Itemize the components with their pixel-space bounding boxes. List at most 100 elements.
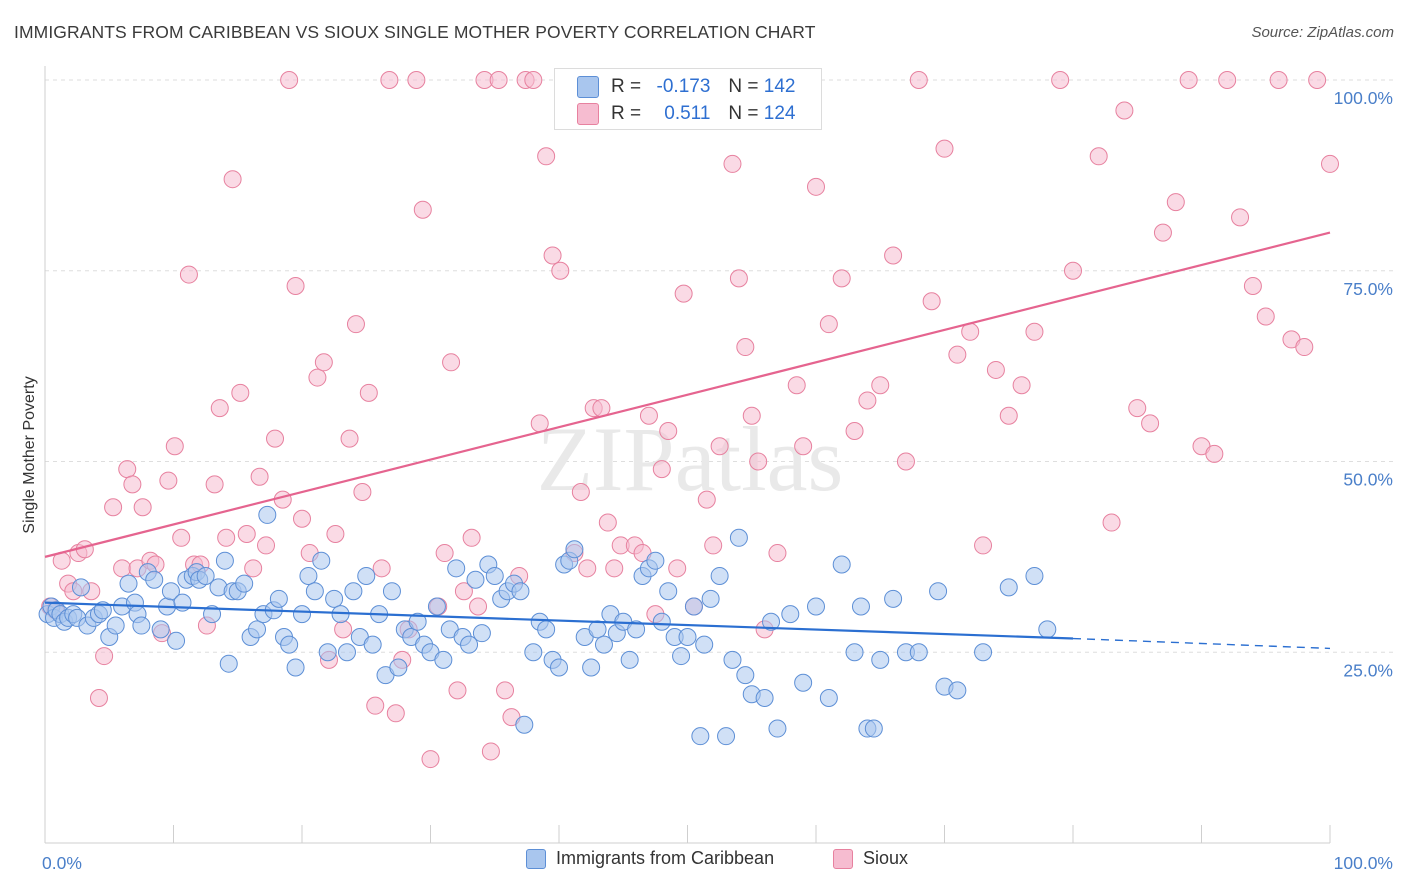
data-point-caribbean <box>884 589 903 608</box>
data-point-caribbean <box>389 658 408 677</box>
data-point-sioux <box>1141 414 1160 433</box>
legend-item-caribbean[interactable]: Immigrants from Caribbean <box>526 848 774 869</box>
data-point-sioux <box>659 421 678 440</box>
stats-row-sioux: R = 0.511 N = 124 <box>577 101 795 127</box>
data-point-sioux <box>359 383 378 402</box>
data-point-sioux <box>280 71 299 89</box>
data-point-sioux <box>1115 101 1134 120</box>
data-point-sioux <box>530 414 549 433</box>
data-point-sioux <box>340 429 359 448</box>
data-point-caribbean <box>280 635 299 654</box>
data-point-sioux <box>442 353 461 372</box>
data-point-caribbean <box>565 540 584 559</box>
data-point-sioux <box>787 376 806 395</box>
data-point-sioux <box>1179 71 1198 89</box>
data-point-sioux <box>704 536 723 555</box>
data-point-caribbean <box>511 582 530 601</box>
data-point-sioux <box>244 559 263 578</box>
data-point-caribbean <box>832 555 851 574</box>
data-point-sioux <box>1153 223 1172 242</box>
legend-label: Immigrants from Caribbean <box>556 848 775 868</box>
data-point-caribbean <box>701 589 720 608</box>
data-point-sioux <box>210 399 229 418</box>
data-point-sioux <box>165 437 184 456</box>
trend-line-sioux <box>44 231 1331 558</box>
y-tick-label: 75.0% <box>1343 279 1393 299</box>
data-point-sioux <box>524 71 543 89</box>
n-value: 142 <box>763 76 796 97</box>
data-point-sioux <box>308 368 327 387</box>
data-point-caribbean <box>524 643 543 662</box>
data-point-caribbean <box>1025 566 1044 585</box>
data-point-sioux <box>999 406 1018 425</box>
data-point-sioux <box>652 460 671 479</box>
data-point-caribbean <box>620 650 639 669</box>
stats-legend: R = -0.173 N = 142 R = 0.511 N = 124 <box>554 68 822 130</box>
data-point-sioux <box>353 483 372 502</box>
data-point-sioux <box>481 742 500 761</box>
data-point-sioux <box>95 647 114 666</box>
stats-row-caribbean: R = -0.173 N = 142 <box>577 74 795 100</box>
data-point-sioux <box>578 559 597 578</box>
data-point-sioux <box>537 147 556 166</box>
data-point-caribbean <box>871 650 890 669</box>
data-point-caribbean <box>646 551 665 570</box>
data-point-sioux <box>346 315 365 334</box>
data-point-caribbean <box>845 643 864 662</box>
data-point-sioux <box>1321 154 1339 173</box>
data-point-sioux <box>314 353 333 372</box>
data-point-sioux <box>697 490 716 509</box>
legend-item-sioux[interactable]: Sioux <box>833 848 908 869</box>
data-point-caribbean <box>627 620 646 639</box>
data-point-caribbean <box>93 601 112 620</box>
data-point-sioux <box>1051 71 1070 89</box>
caribbean-swatch <box>577 76 599 98</box>
data-point-caribbean <box>299 566 318 585</box>
r-value: 0.511 <box>664 103 711 124</box>
data-point-caribbean <box>550 658 568 677</box>
data-point-sioux <box>104 498 123 517</box>
data-point-sioux <box>884 246 903 265</box>
data-point-sioux <box>462 528 481 547</box>
data-point-caribbean <box>485 566 504 585</box>
x-tick-label: 100.0% <box>1334 853 1393 873</box>
data-point-caribbean <box>588 620 607 639</box>
data-point-sioux <box>205 475 224 494</box>
data-point-caribbean <box>71 578 90 597</box>
data-point-sioux <box>1218 71 1237 89</box>
data-point-sioux <box>118 460 137 479</box>
data-point-caribbean <box>167 631 186 650</box>
data-point-caribbean <box>382 582 401 601</box>
data-point-sioux <box>674 284 693 303</box>
data-point-sioux <box>1308 71 1327 89</box>
data-point-caribbean <box>305 582 324 601</box>
data-point-caribbean <box>974 643 993 662</box>
data-point-sioux <box>871 376 890 395</box>
data-point-sioux <box>571 483 590 502</box>
bottom-legend: Immigrants from Caribbean Sioux <box>0 848 1406 880</box>
axes <box>44 66 1331 844</box>
data-point-sioux <box>1269 71 1288 89</box>
data-point-caribbean <box>710 566 729 585</box>
data-point-sioux <box>407 71 426 89</box>
data-point-caribbean <box>119 574 138 593</box>
data-point-caribbean <box>151 620 170 639</box>
data-point-caribbean <box>427 597 446 616</box>
data-point-sioux <box>133 498 152 517</box>
data-point-sioux <box>217 528 236 547</box>
data-point-caribbean <box>851 597 870 616</box>
data-point-caribbean <box>293 605 311 624</box>
data-point-caribbean <box>1038 620 1057 639</box>
x-tick-label: 0.0% <box>42 853 82 873</box>
data-point-sioux <box>710 437 729 456</box>
data-point-caribbean <box>948 681 967 700</box>
data-point-caribbean <box>472 624 491 643</box>
data-point-sioux <box>1102 513 1121 532</box>
data-point-caribbean <box>582 658 601 677</box>
n-label: N = <box>728 103 759 124</box>
data-point-sioux <box>334 620 353 639</box>
data-point-sioux <box>1089 147 1108 166</box>
legend-swatch-sioux <box>833 848 853 869</box>
data-point-sioux <box>273 490 292 509</box>
data-point-caribbean <box>659 582 678 601</box>
